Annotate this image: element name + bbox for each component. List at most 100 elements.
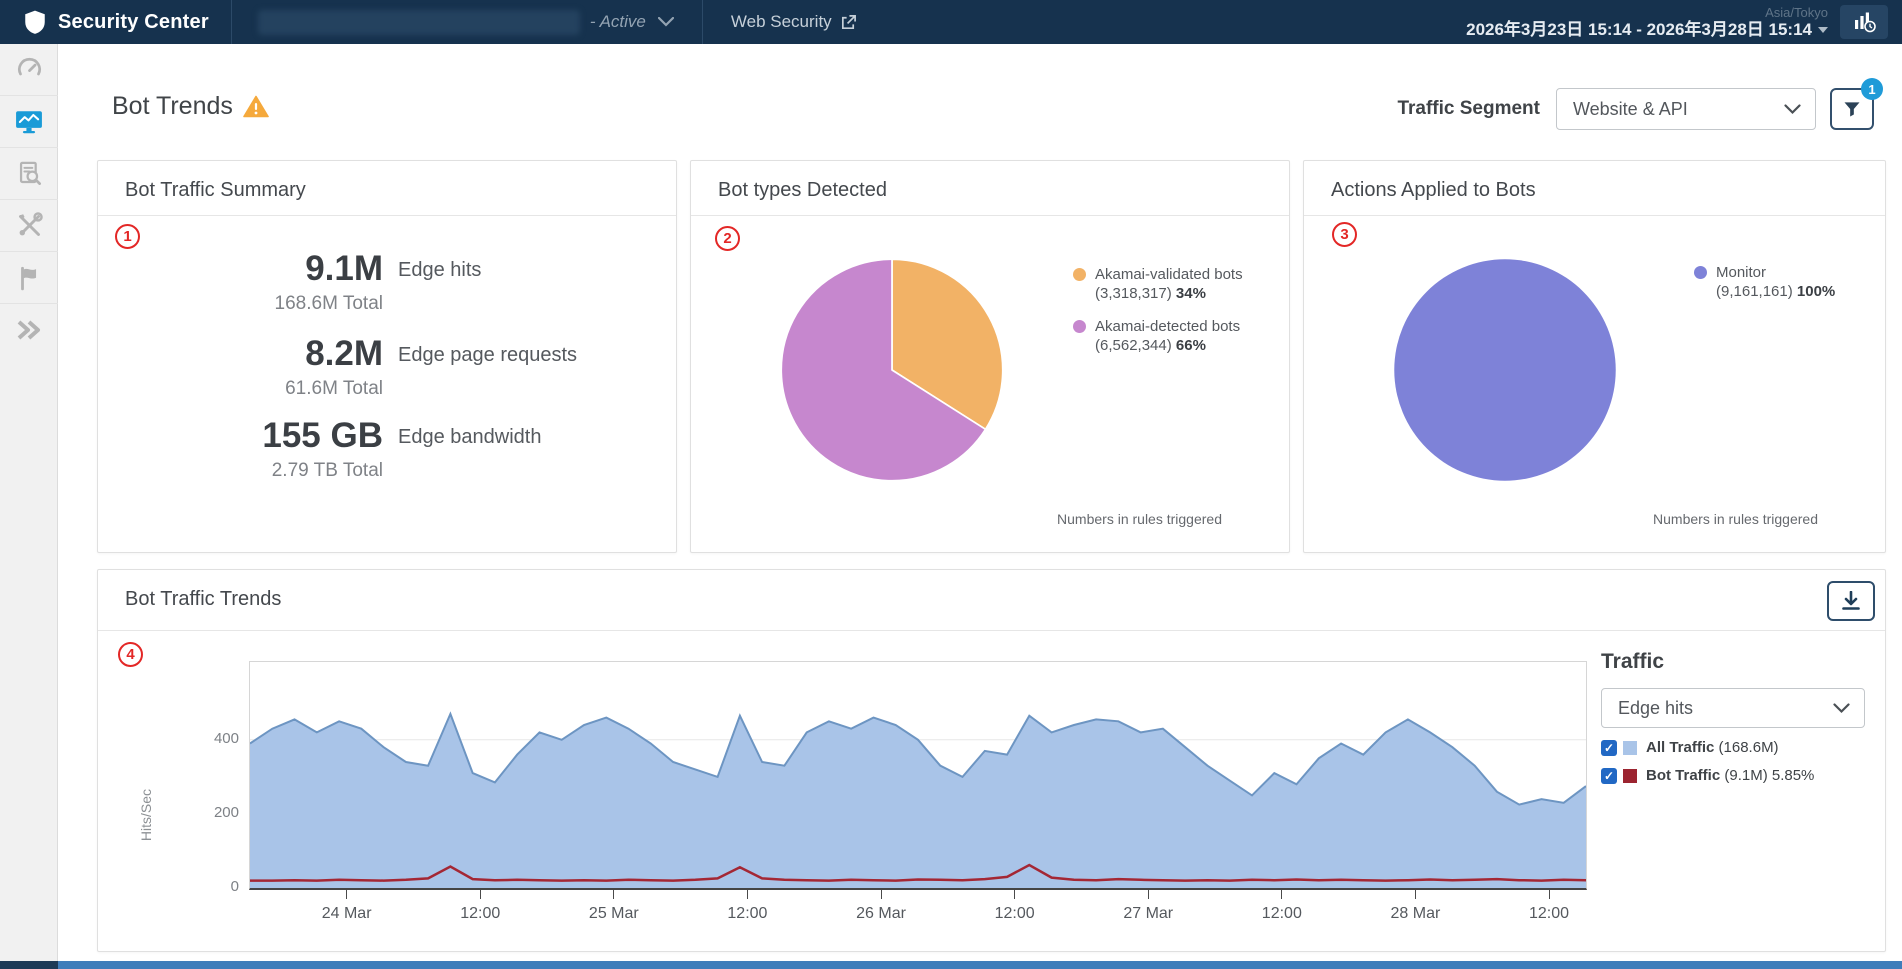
chart-clock-icon: [1852, 11, 1876, 33]
x-tick-mark: [881, 890, 882, 899]
legend-entry: Monitor (9,161,161) 100%: [1694, 263, 1874, 301]
x-tick-mark: [1014, 890, 1015, 899]
chevron-down-icon: [658, 17, 674, 27]
x-tick-label: 25 Mar: [569, 905, 659, 923]
series-color-swatch: [1623, 769, 1637, 783]
flag-icon: [16, 265, 42, 291]
y-axis-title: Hits/Sec: [138, 775, 154, 855]
annotation-marker-2: 2: [715, 226, 740, 251]
series-toggle-all-traffic[interactable]: ✓ All Traffic (168.6M): [1601, 739, 1881, 756]
gauge-icon: [16, 56, 43, 83]
metric-label: Edge page requests: [398, 344, 577, 367]
legend-label: Akamai-detected bots: [1095, 317, 1273, 336]
legend-value: (6,562,344) 66%: [1095, 336, 1273, 355]
legend-label: Akamai-validated bots: [1095, 265, 1273, 284]
caret-down-icon: [1818, 27, 1828, 33]
actions-pie-chart[interactable]: [1392, 257, 1618, 483]
app-brand: Security Center: [0, 9, 209, 35]
monitor-chart-icon: [15, 109, 43, 135]
funnel-icon: [1842, 99, 1862, 119]
sidebar-item-tools[interactable]: [0, 200, 58, 252]
card-title: Actions Applied to Bots: [1331, 179, 1536, 202]
timezone-label: Asia/Tokyo: [1466, 5, 1828, 20]
metric-value: 155 GB: [98, 416, 383, 456]
series-color-swatch: [1623, 741, 1637, 755]
topbar-divider: [231, 0, 232, 44]
checkbox-checked-icon[interactable]: ✓: [1601, 768, 1617, 784]
sidebar-item-flags[interactable]: [0, 252, 58, 304]
sidebar-item-dashboard[interactable]: [0, 44, 58, 96]
configuration-name-redacted[interactable]: [258, 10, 580, 35]
metric-label: Edge hits: [398, 259, 481, 282]
x-tick-label: 12:00: [1237, 905, 1327, 923]
x-tick-mark: [613, 890, 614, 899]
y-tick-label: 0: [193, 878, 239, 895]
time-chart-button[interactable]: [1840, 5, 1888, 39]
topbar-divider: [702, 0, 703, 44]
legend-entry: Akamai-validated bots (3,318,317) 34%: [1073, 265, 1273, 303]
bottom-bar: [58, 961, 1902, 969]
metric-label: Edge bandwidth: [398, 426, 541, 449]
x-tick-mark: [1148, 890, 1149, 899]
external-link-icon: [840, 14, 857, 31]
chart-footnote: Numbers in rules triggered: [1653, 511, 1818, 527]
bottom-corner: [0, 961, 58, 969]
annotation-marker-3: 3: [1332, 222, 1357, 247]
legend-dot: [1694, 266, 1707, 279]
pie-chart: [1392, 257, 1618, 483]
checkbox-checked-icon[interactable]: ✓: [1601, 740, 1617, 756]
pie-legend: Monitor (9,161,161) 100%: [1694, 263, 1874, 315]
page-title: Bot Trends: [112, 92, 233, 121]
legend-value: (9,161,161) 100%: [1716, 282, 1874, 301]
chevron-down-icon: [1833, 703, 1850, 714]
x-tick-label: 12:00: [702, 905, 792, 923]
traffic-metric-select[interactable]: Edge hits: [1601, 688, 1865, 728]
filter-count-badge: 1: [1861, 78, 1883, 100]
y-axis-tick-labels: 0200400: [193, 661, 239, 890]
app-title: Security Center: [58, 11, 209, 34]
bot-types-detected-card: Bot types Detected 2 Akamai-validated bo…: [690, 160, 1290, 553]
x-tick-label: 12:00: [970, 905, 1060, 923]
traffic-trend-plot-area[interactable]: [249, 661, 1587, 890]
date-range-picker[interactable]: Asia/Tokyo 2026年3月23日 15:14 - 2026年3月28日…: [1466, 5, 1828, 40]
y-tick-label: 200: [193, 804, 239, 821]
top-navigation-bar: Security Center - Active Web Security As…: [0, 0, 1902, 44]
bottom-strip: [0, 961, 1902, 969]
warning-icon[interactable]: [243, 95, 269, 118]
config-status-label: - Active: [590, 12, 646, 32]
metric-value: 8.2M: [98, 334, 383, 374]
area-chart: [250, 662, 1586, 888]
traffic-panel: Traffic Edge hits ✓ All Traffic (168.6M)…: [1601, 650, 1881, 784]
web-security-link[interactable]: Web Security: [731, 12, 857, 32]
sidebar-item-analytics-active[interactable]: [0, 96, 58, 148]
web-security-label: Web Security: [731, 12, 832, 32]
card-separator: [98, 630, 1885, 631]
card-separator: [691, 215, 1289, 216]
configuration-selector[interactable]: - Active: [590, 12, 674, 32]
topbar-right-group: Asia/Tokyo 2026年3月23日 15:14 - 2026年3月28日…: [1466, 0, 1888, 44]
sidebar-item-expand[interactable]: [0, 304, 58, 356]
x-tick-label: 28 Mar: [1370, 905, 1460, 923]
traffic-segment-select[interactable]: Website & API: [1556, 88, 1816, 130]
download-button[interactable]: [1827, 581, 1875, 621]
pie-chart: [779, 257, 1005, 483]
card-separator: [1304, 215, 1885, 216]
sidebar-item-reports[interactable]: [0, 148, 58, 200]
double-chevron-right-icon: [14, 318, 44, 342]
x-tick-mark: [480, 890, 481, 899]
x-tick-mark: [747, 890, 748, 899]
x-tick-label: 24 Mar: [302, 905, 392, 923]
series-label: Bot Traffic (9.1M) 5.85%: [1646, 767, 1814, 784]
card-separator: [98, 215, 676, 216]
traffic-segment-label: Traffic Segment: [1397, 98, 1540, 120]
filter-button[interactable]: 1: [1830, 88, 1874, 130]
traffic-segment-controls: Traffic Segment Website & API 1: [1397, 88, 1874, 130]
series-toggle-bot-traffic[interactable]: ✓ Bot Traffic (9.1M) 5.85%: [1601, 767, 1881, 784]
bot-types-pie-chart[interactable]: [779, 257, 1005, 483]
x-tick-label: 12:00: [435, 905, 525, 923]
document-search-icon: [16, 160, 43, 187]
legend-dot: [1073, 268, 1086, 281]
page-header: Bot Trends: [112, 92, 269, 121]
traffic-metric-value: Edge hits: [1618, 698, 1693, 719]
annotation-marker-4: 4: [118, 642, 143, 667]
